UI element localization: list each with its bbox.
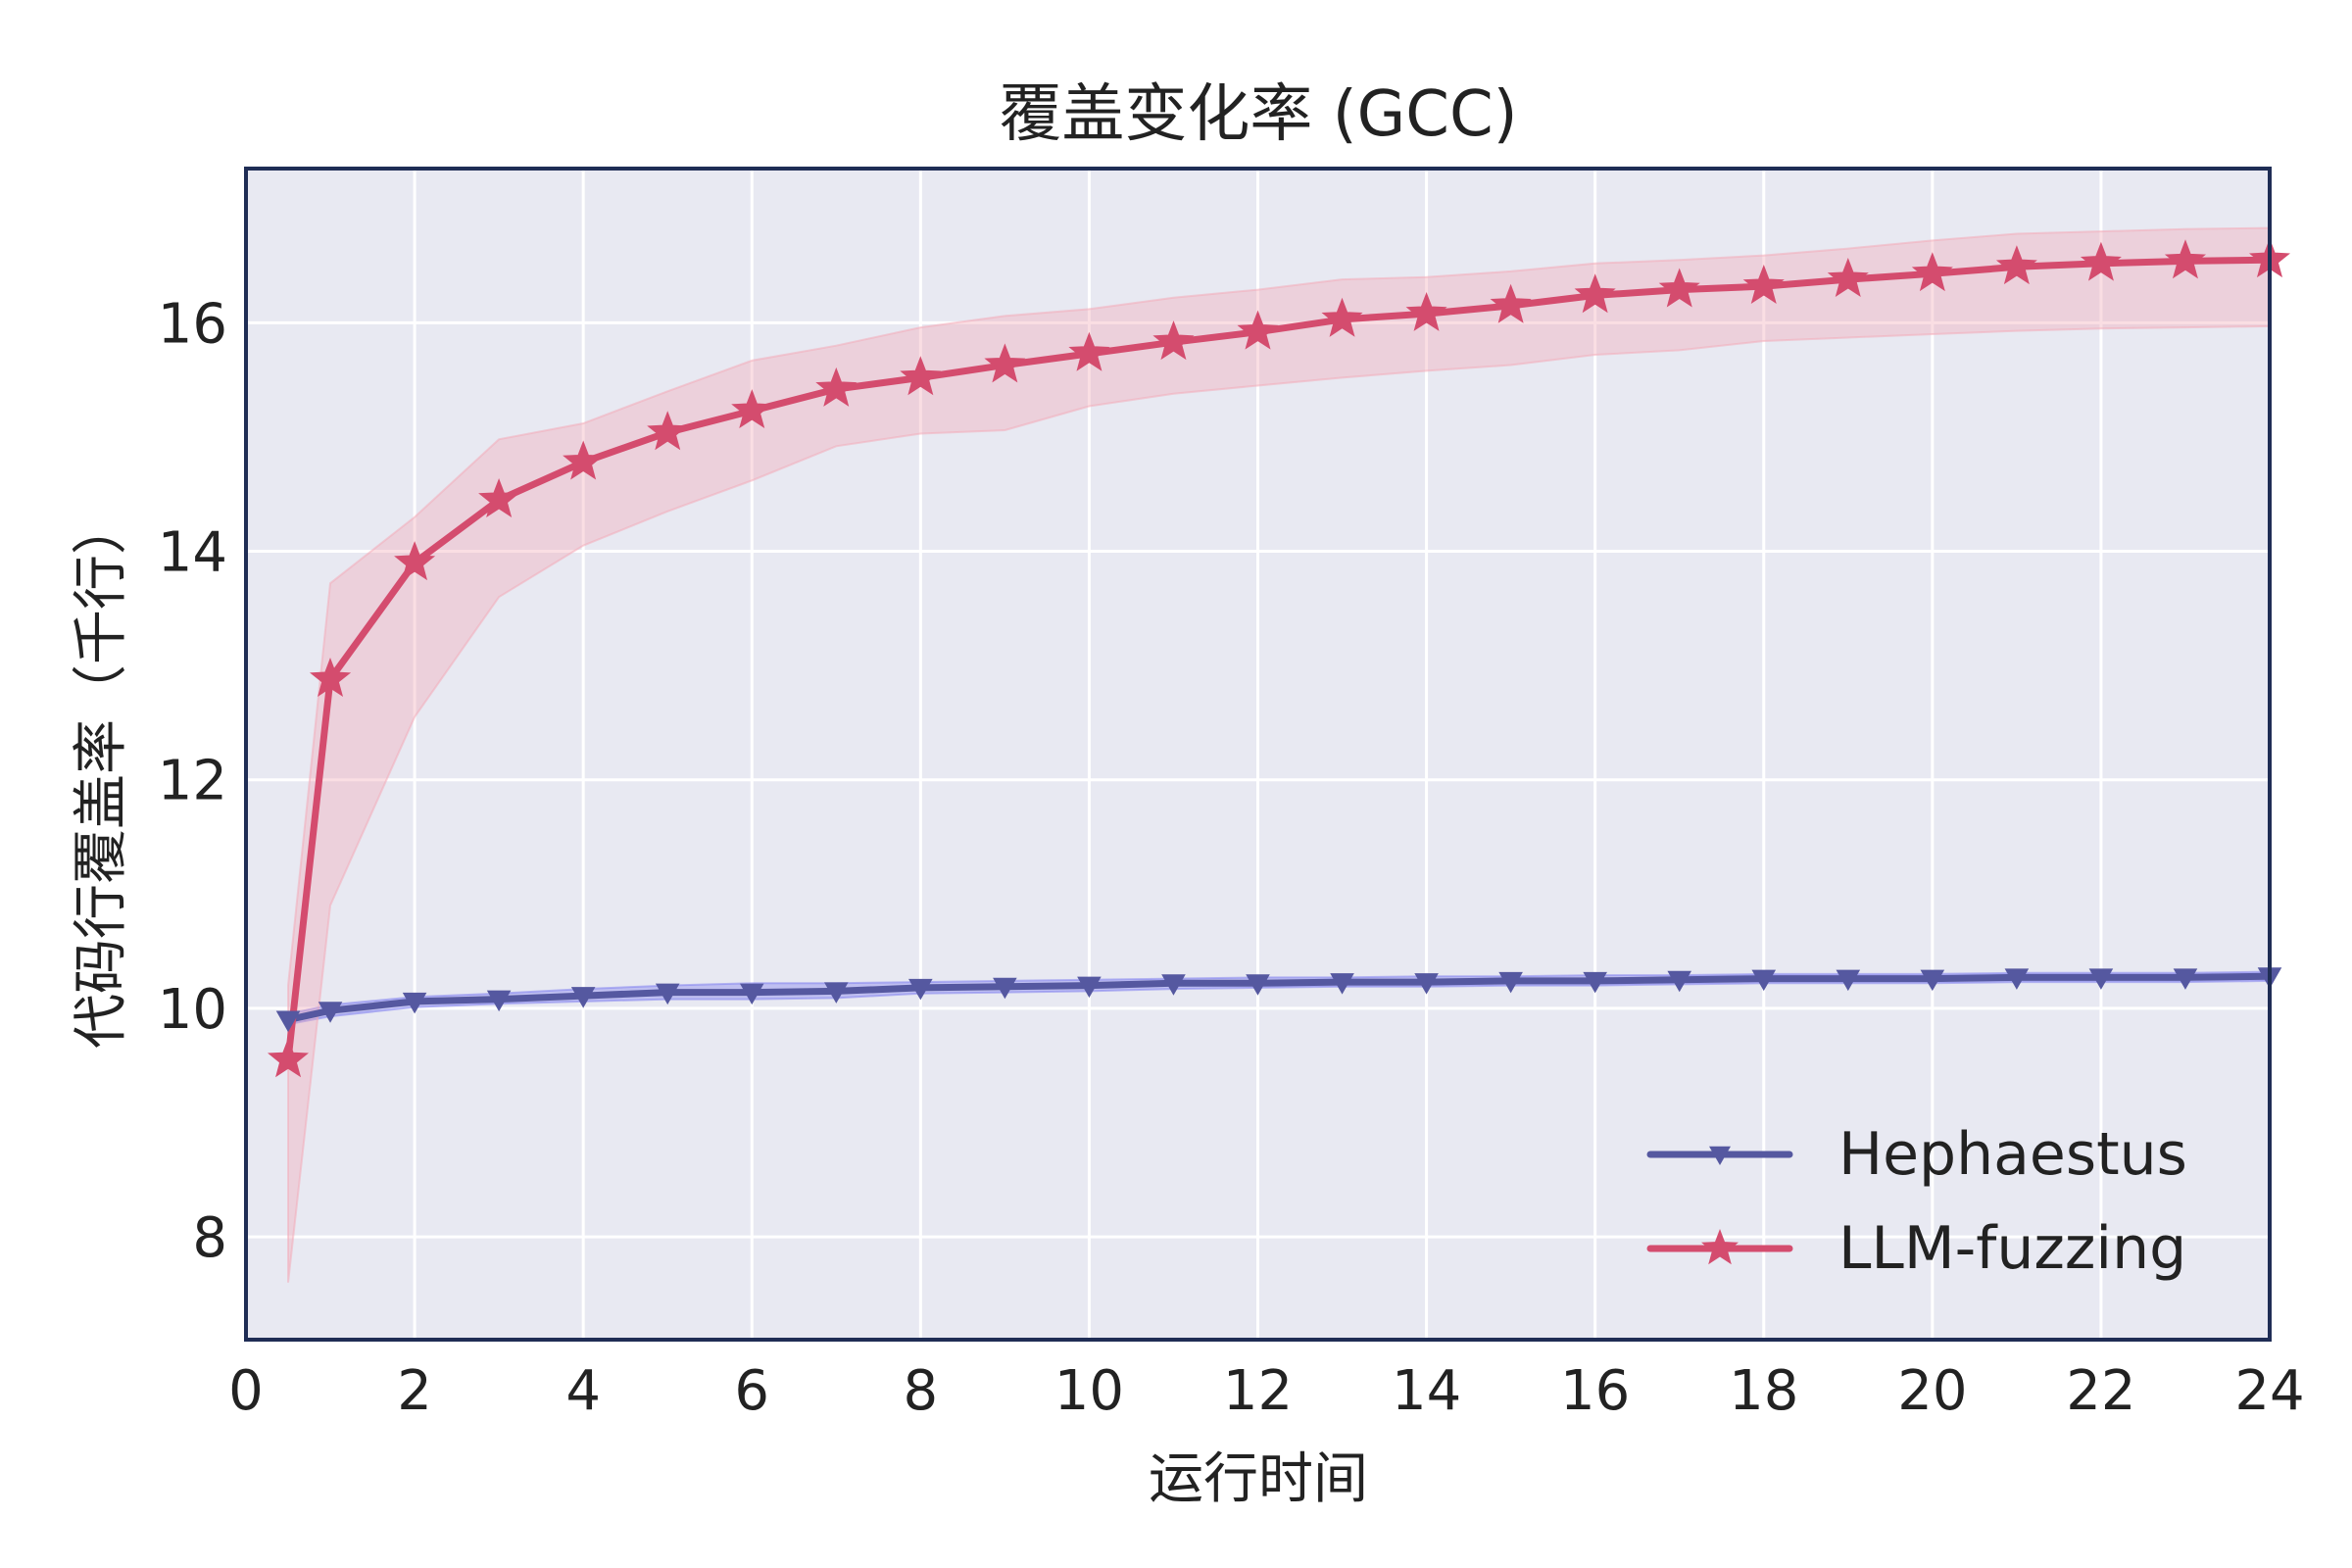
- point-llm-fuzzing: [731, 389, 773, 429]
- point-llm-fuzzing: [815, 367, 858, 407]
- point-hephaestus: [1836, 969, 1861, 992]
- point-llm-fuzzing: [1405, 291, 1447, 331]
- point-llm-fuzzing: [984, 343, 1026, 383]
- point-hephaestus: [1330, 973, 1354, 995]
- point-llm-fuzzing: [1827, 257, 1869, 298]
- point-hephaestus: [486, 990, 512, 1012]
- point-hephaestus: [993, 977, 1017, 1000]
- series-markers: [267, 238, 2291, 1078]
- point-hephaestus: [1414, 973, 1439, 995]
- x-tick-label: 4: [565, 1359, 601, 1423]
- y-tick-labels: 8 10 12 14 16: [158, 292, 227, 1270]
- y-tick-label: 8: [192, 1206, 227, 1270]
- x-axis-label: 运行时间: [1149, 1447, 1368, 1511]
- x-tick-label: 8: [904, 1359, 939, 1423]
- x-tick-labels: 0 2 4 6 8 10 12 14 16 18 20 22 24: [228, 1359, 2304, 1423]
- point-hephaestus: [1751, 969, 1777, 992]
- point-hephaestus: [402, 992, 427, 1014]
- legend-label-hephaestus: Hephaestus: [1838, 1120, 2187, 1189]
- legend: Hephaestus LLM-fuzzing: [1646, 1120, 2187, 1283]
- point-hephaestus: [275, 1010, 301, 1033]
- y-tick-label: 14: [158, 521, 227, 585]
- legend-marker-hephaestus: [1709, 1146, 1731, 1165]
- point-hephaestus: [2088, 968, 2114, 990]
- x-tick-label: 22: [2066, 1359, 2135, 1423]
- point-llm-fuzzing: [2080, 241, 2122, 281]
- point-llm-fuzzing: [394, 541, 436, 581]
- point-hephaestus: [1077, 976, 1102, 999]
- chart-title: 覆盖变化率 (GCC): [999, 78, 1517, 151]
- point-llm-fuzzing: [478, 477, 520, 518]
- x-tick-label: 6: [734, 1359, 769, 1423]
- point-llm-fuzzing: [1068, 331, 1110, 371]
- point-hephaestus: [318, 1002, 343, 1023]
- point-llm-fuzzing: [647, 411, 689, 451]
- point-hephaestus: [1498, 971, 1523, 994]
- point-llm-fuzzing: [1152, 320, 1195, 361]
- y-tick-label: 12: [158, 750, 227, 813]
- x-tick-label: 18: [1729, 1359, 1798, 1423]
- x-tick-label: 20: [1897, 1359, 1967, 1423]
- point-llm-fuzzing: [1237, 310, 1279, 350]
- point-hephaestus: [739, 983, 764, 1005]
- y-axis-label: 代码行覆盖率（千行）: [70, 500, 133, 1049]
- point-llm-fuzzing: [1911, 252, 1953, 292]
- plot-frame: [244, 167, 2272, 1342]
- point-hephaestus: [570, 987, 596, 1008]
- x-tick-label: 12: [1223, 1359, 1293, 1423]
- x-tick-label: 10: [1054, 1359, 1124, 1423]
- point-llm-fuzzing: [267, 1038, 310, 1078]
- y-tick-label: 10: [158, 978, 227, 1042]
- point-llm-fuzzing: [563, 440, 605, 480]
- x-tick-label: 0: [228, 1359, 264, 1423]
- point-llm-fuzzing: [1658, 268, 1700, 308]
- x-tick-label: 24: [2234, 1359, 2304, 1423]
- point-hephaestus: [2004, 968, 2030, 990]
- x-tick-label: 2: [397, 1359, 432, 1423]
- x-tick-label: 14: [1392, 1359, 1461, 1423]
- point-hephaestus: [1583, 971, 1607, 994]
- point-llm-fuzzing: [309, 657, 352, 698]
- point-hephaestus: [823, 982, 849, 1004]
- point-llm-fuzzing: [1574, 273, 1616, 314]
- legend-label-llm-fuzzing: LLM-fuzzing: [1838, 1214, 2186, 1283]
- point-llm-fuzzing: [1490, 283, 1532, 323]
- y-tick-label: 16: [158, 292, 227, 356]
- point-hephaestus: [1161, 974, 1186, 996]
- point-hephaestus: [655, 983, 680, 1005]
- point-llm-fuzzing: [1995, 245, 2037, 285]
- point-llm-fuzzing: [2164, 239, 2207, 279]
- point-hephaestus: [1246, 974, 1270, 996]
- point-hephaestus: [908, 978, 933, 1001]
- point-hephaestus: [1920, 969, 1945, 992]
- point-llm-fuzzing: [1321, 297, 1363, 337]
- point-llm-fuzzing: [900, 356, 942, 396]
- x-tick-label: 16: [1560, 1359, 1630, 1423]
- point-hephaestus: [1667, 970, 1692, 993]
- point-hephaestus: [2173, 968, 2198, 990]
- point-llm-fuzzing: [1742, 264, 1785, 305]
- legend-marker-llm-fuzzing: [1701, 1229, 1739, 1265]
